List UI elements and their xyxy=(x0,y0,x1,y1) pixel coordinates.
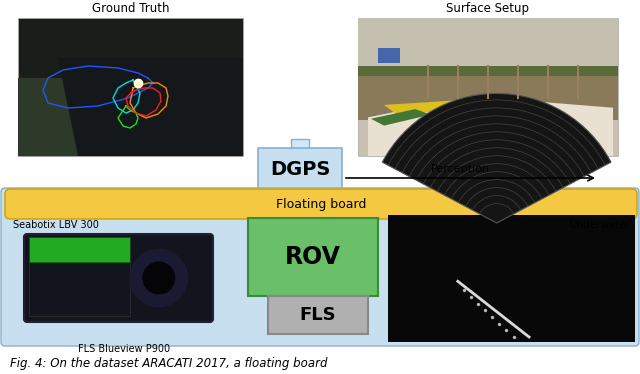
FancyBboxPatch shape xyxy=(268,296,368,334)
FancyBboxPatch shape xyxy=(5,189,637,219)
FancyBboxPatch shape xyxy=(258,148,342,190)
Bar xyxy=(378,48,400,63)
Polygon shape xyxy=(58,58,243,156)
Text: Ground Truth: Ground Truth xyxy=(92,2,169,15)
FancyBboxPatch shape xyxy=(24,234,213,322)
Text: Seabotix LBV 300: Seabotix LBV 300 xyxy=(13,220,99,230)
Bar xyxy=(388,215,635,342)
Text: FLS Blueview P900: FLS Blueview P900 xyxy=(78,344,170,354)
Text: FLS: FLS xyxy=(300,306,336,324)
Text: ROV: ROV xyxy=(285,245,341,269)
Bar xyxy=(358,66,618,94)
Polygon shape xyxy=(18,78,108,156)
Text: Surface Setup: Surface Setup xyxy=(447,2,529,15)
Bar xyxy=(358,76,618,120)
FancyBboxPatch shape xyxy=(248,218,378,296)
Bar xyxy=(358,18,618,80)
Bar xyxy=(18,18,243,156)
Circle shape xyxy=(143,262,175,294)
Text: Fig. 4: On the dataset ARACATI 2017, a floating board: Fig. 4: On the dataset ARACATI 2017, a f… xyxy=(10,357,328,370)
Polygon shape xyxy=(371,109,431,126)
Wedge shape xyxy=(382,94,611,223)
Bar xyxy=(358,18,618,156)
Text: Floating board: Floating board xyxy=(276,197,366,211)
Bar xyxy=(291,139,309,149)
Bar xyxy=(29,237,130,316)
Text: DGPS: DGPS xyxy=(270,159,330,178)
Circle shape xyxy=(130,249,188,307)
Bar xyxy=(29,237,130,262)
Text: Perception: Perception xyxy=(431,164,490,174)
Text: Underwater: Underwater xyxy=(569,220,630,230)
Polygon shape xyxy=(368,101,613,156)
FancyBboxPatch shape xyxy=(1,188,639,346)
Polygon shape xyxy=(384,96,540,114)
